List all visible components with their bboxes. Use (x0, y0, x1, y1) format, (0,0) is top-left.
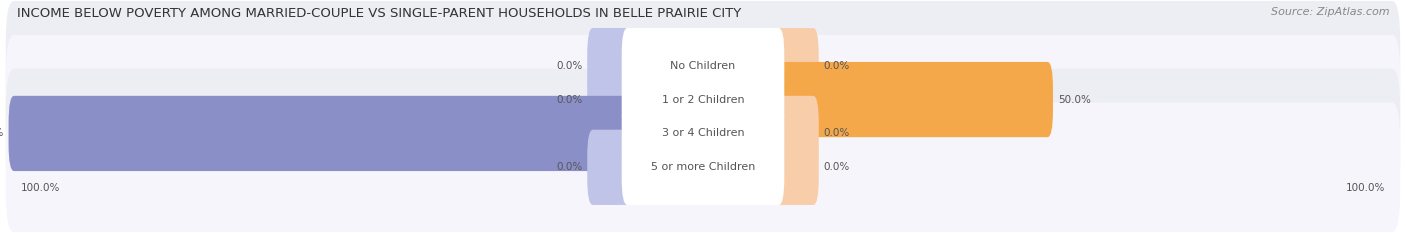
Text: 0.0%: 0.0% (557, 162, 582, 172)
FancyBboxPatch shape (588, 62, 633, 137)
Text: 0.0%: 0.0% (557, 61, 582, 71)
FancyBboxPatch shape (773, 96, 818, 171)
Text: 5 or more Children: 5 or more Children (651, 162, 755, 172)
FancyBboxPatch shape (6, 103, 1400, 232)
Text: 100.0%: 100.0% (0, 128, 4, 138)
FancyBboxPatch shape (621, 28, 785, 103)
Text: INCOME BELOW POVERTY AMONG MARRIED-COUPLE VS SINGLE-PARENT HOUSEHOLDS IN BELLE P: INCOME BELOW POVERTY AMONG MARRIED-COUPL… (17, 7, 741, 20)
Text: 0.0%: 0.0% (824, 162, 849, 172)
Text: 0.0%: 0.0% (824, 61, 849, 71)
Text: 100.0%: 100.0% (1346, 183, 1385, 193)
Text: 3 or 4 Children: 3 or 4 Children (662, 128, 744, 138)
Text: Source: ZipAtlas.com: Source: ZipAtlas.com (1271, 7, 1389, 17)
FancyBboxPatch shape (773, 130, 818, 205)
Text: 1 or 2 Children: 1 or 2 Children (662, 95, 744, 105)
FancyBboxPatch shape (621, 96, 785, 171)
FancyBboxPatch shape (6, 1, 1400, 130)
Text: 0.0%: 0.0% (557, 95, 582, 105)
FancyBboxPatch shape (621, 62, 785, 137)
FancyBboxPatch shape (588, 28, 633, 103)
FancyBboxPatch shape (6, 35, 1400, 164)
FancyBboxPatch shape (773, 28, 818, 103)
Text: 100.0%: 100.0% (21, 183, 60, 193)
FancyBboxPatch shape (8, 96, 633, 171)
FancyBboxPatch shape (6, 69, 1400, 198)
FancyBboxPatch shape (588, 130, 633, 205)
Text: 0.0%: 0.0% (824, 128, 849, 138)
FancyBboxPatch shape (773, 62, 1053, 137)
Text: No Children: No Children (671, 61, 735, 71)
FancyBboxPatch shape (621, 130, 785, 205)
Text: 50.0%: 50.0% (1057, 95, 1091, 105)
